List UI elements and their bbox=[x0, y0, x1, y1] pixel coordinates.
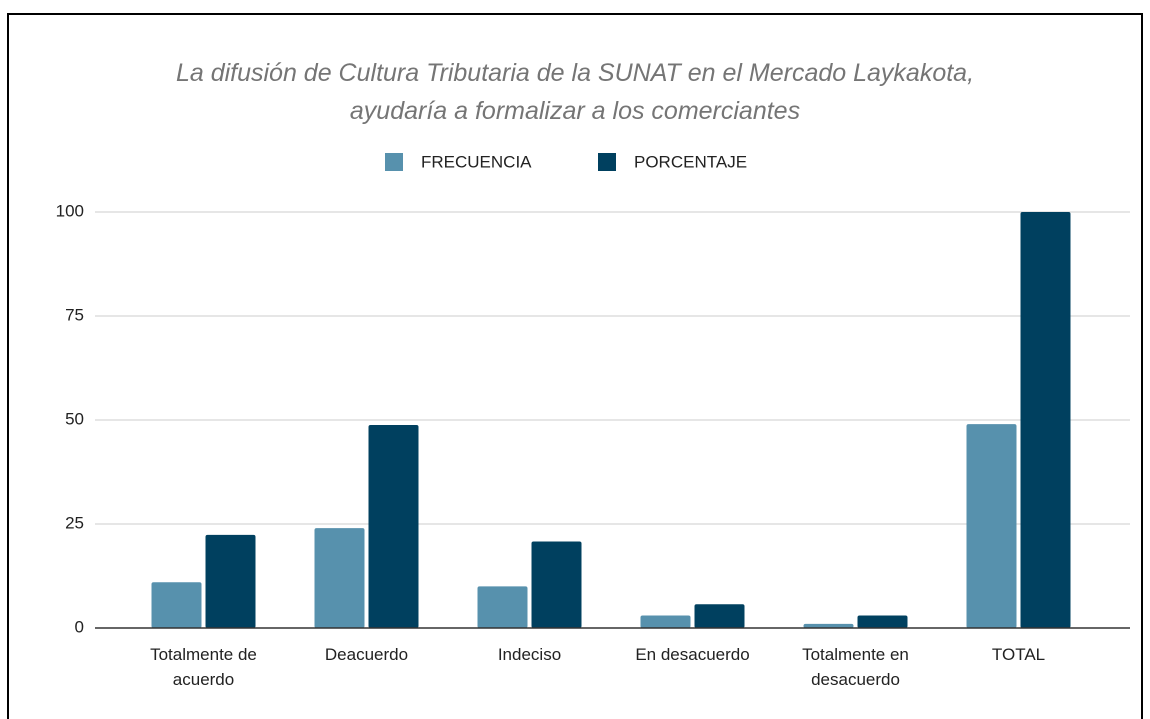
x-tick-label: Indeciso bbox=[497, 645, 562, 664]
bar bbox=[531, 541, 582, 628]
bar bbox=[477, 586, 528, 628]
bar bbox=[368, 424, 419, 628]
bar bbox=[640, 615, 691, 628]
legend-swatch bbox=[385, 153, 403, 171]
x-tick-label: Totalmente de acuerdo bbox=[150, 645, 257, 689]
bar bbox=[694, 604, 745, 628]
bar bbox=[857, 615, 908, 628]
x-tick-label: TOTAL bbox=[991, 645, 1046, 664]
y-tick-label: 100 bbox=[56, 201, 84, 220]
legend-swatch bbox=[598, 153, 616, 171]
legend-label: FRECUENCIA bbox=[421, 152, 532, 171]
chart-title: La difusión de Cultura Tributaria de la … bbox=[175, 59, 975, 125]
x-tick-label: En desacuerdo bbox=[635, 645, 750, 664]
bar bbox=[151, 582, 202, 628]
y-tick-label: 50 bbox=[65, 409, 84, 428]
bar bbox=[205, 534, 256, 628]
y-tick-label: 75 bbox=[65, 305, 84, 324]
bar bbox=[1020, 212, 1071, 628]
x-tick-label: Totalmente en desacuerdo bbox=[802, 645, 909, 689]
y-tick-label: 0 bbox=[75, 617, 84, 636]
bar bbox=[314, 528, 365, 628]
bar bbox=[803, 623, 854, 628]
x-tick-label: Deacuerdo bbox=[324, 645, 409, 664]
frame bbox=[7, 13, 1143, 719]
legend-label: PORCENTAJE bbox=[634, 152, 747, 171]
bar bbox=[966, 424, 1017, 628]
y-tick-label: 25 bbox=[65, 513, 84, 532]
